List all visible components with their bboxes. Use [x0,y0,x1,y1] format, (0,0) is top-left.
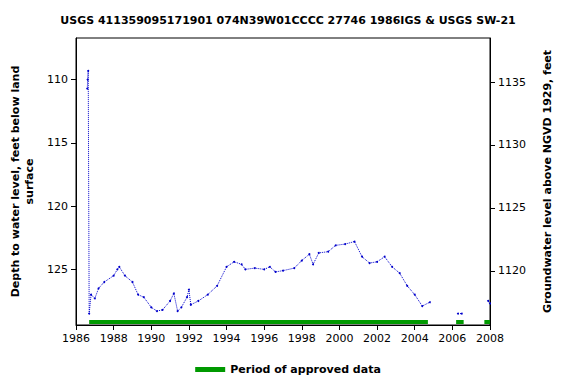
svg-text:USGS 411359095171901 074N39W01: USGS 411359095171901 074N39W01CCCC 27746… [60,14,515,27]
svg-text:1994: 1994 [213,332,241,345]
svg-text:surface: surface [23,159,36,205]
svg-text:1120: 1120 [498,264,526,277]
svg-text:2002: 2002 [363,332,391,345]
svg-text:1998: 1998 [288,332,316,345]
svg-text:1986: 1986 [62,332,90,345]
svg-text:110: 110 [47,73,68,86]
svg-text:125: 125 [47,263,68,276]
svg-text:1130: 1130 [498,138,526,151]
svg-text:2006: 2006 [438,332,466,345]
svg-text:2008: 2008 [476,332,504,345]
svg-text:1125: 1125 [498,201,526,214]
svg-text:120: 120 [47,200,68,213]
svg-text:1992: 1992 [175,332,203,345]
svg-text:2004: 2004 [401,332,429,345]
svg-text:1135: 1135 [498,76,526,89]
svg-text:Depth to water level, feet bel: Depth to water level, feet below land [9,66,22,298]
svg-text:1990: 1990 [137,332,165,345]
svg-text:Groundwater level above NGVD 1: Groundwater level above NGVD 1929, feet [541,50,554,313]
svg-text:Period of approved data: Period of approved data [230,363,381,376]
svg-text:1996: 1996 [250,332,278,345]
svg-text:115: 115 [47,136,68,149]
svg-text:2000: 2000 [325,332,353,345]
svg-text:1988: 1988 [100,332,128,345]
